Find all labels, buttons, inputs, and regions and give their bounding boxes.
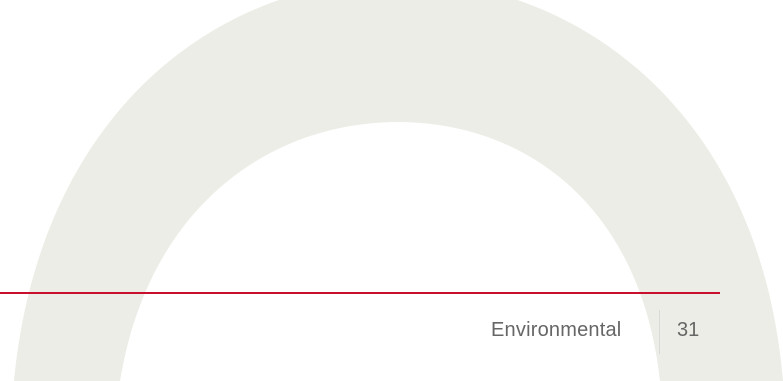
footer-separator <box>659 310 660 354</box>
red-divider-rule <box>0 292 720 294</box>
page-number: 31 <box>677 319 700 341</box>
arch-shape <box>14 0 783 381</box>
footer-section-title: Environmental <box>491 319 622 341</box>
